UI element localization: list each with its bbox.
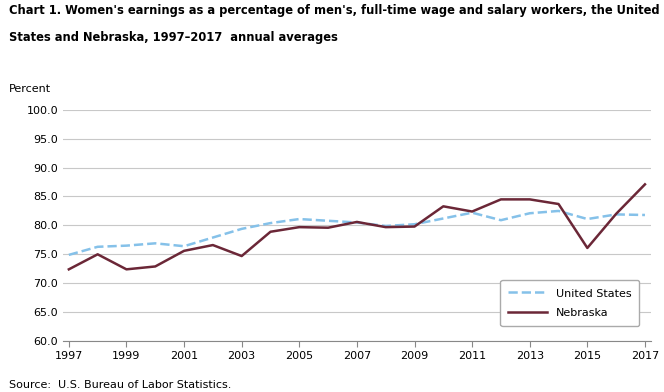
United States — [554, 209, 562, 213]
Nebraska — [526, 197, 534, 202]
United States — [641, 212, 649, 217]
United States — [65, 252, 73, 257]
United States — [468, 211, 476, 215]
Nebraska — [612, 212, 620, 216]
Nebraska — [295, 225, 303, 229]
United States — [440, 216, 448, 221]
Nebraska — [94, 252, 102, 257]
Line: United States: United States — [69, 211, 645, 255]
United States — [209, 235, 217, 240]
United States — [353, 220, 361, 225]
Nebraska — [238, 254, 246, 258]
Text: Percent: Percent — [9, 84, 50, 94]
Text: Source:  U.S. Bureau of Labor Statistics.: Source: U.S. Bureau of Labor Statistics. — [9, 380, 231, 390]
United States — [238, 227, 246, 231]
United States — [151, 241, 159, 246]
Line: Nebraska: Nebraska — [69, 184, 645, 269]
Nebraska — [65, 267, 73, 272]
Nebraska — [497, 197, 505, 202]
United States — [295, 217, 303, 221]
Nebraska — [353, 220, 361, 224]
United States — [122, 243, 130, 248]
Nebraska — [440, 204, 448, 209]
United States — [324, 218, 332, 223]
United States — [266, 221, 274, 225]
Nebraska — [151, 264, 159, 269]
Nebraska — [468, 209, 476, 214]
United States — [526, 211, 534, 216]
Text: Chart 1. Women's earnings as a percentage of men's, full-time wage and salary wo: Chart 1. Women's earnings as a percentag… — [9, 4, 659, 17]
United States — [94, 245, 102, 249]
Nebraska — [324, 225, 332, 230]
Legend: United States, Nebraska: United States, Nebraska — [501, 280, 639, 326]
Nebraska — [122, 267, 130, 272]
United States — [612, 212, 620, 217]
Nebraska — [410, 224, 418, 229]
United States — [410, 222, 418, 227]
United States — [180, 244, 188, 249]
Nebraska — [266, 229, 274, 234]
Text: States and Nebraska, 1997–2017  annual averages: States and Nebraska, 1997–2017 annual av… — [9, 31, 337, 44]
Nebraska — [584, 246, 592, 250]
Nebraska — [382, 225, 390, 229]
United States — [497, 218, 505, 223]
Nebraska — [554, 201, 562, 206]
United States — [382, 223, 390, 228]
Nebraska — [641, 182, 649, 187]
Nebraska — [209, 243, 217, 247]
United States — [584, 217, 592, 221]
Nebraska — [180, 249, 188, 253]
